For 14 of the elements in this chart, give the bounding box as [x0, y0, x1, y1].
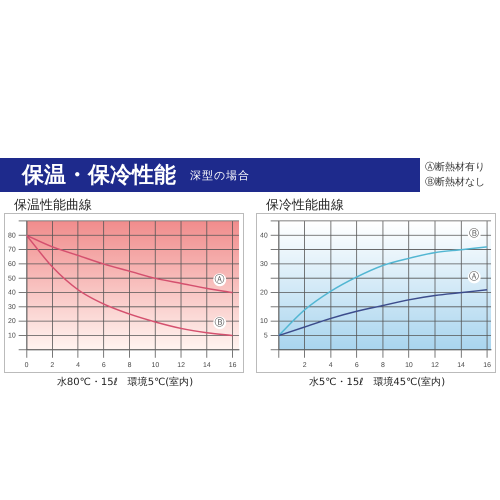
- line-series: [278, 246, 488, 336]
- series-label: Ⓑ: [214, 316, 225, 328]
- text: 保温・保冷性能: [22, 162, 176, 190]
- series-label: Ⓐ: [214, 273, 225, 286]
- chart-title: 保冷性能曲線: [266, 197, 345, 213]
- series-label: Ⓑ: [469, 228, 480, 240]
- text: 水80℃・15ℓ 環境5℃(室内): [56, 376, 194, 389]
- text: 水5℃・15ℓ 環境45℃(室内): [308, 376, 446, 389]
- line-series: [278, 289, 488, 336]
- text: Ⓐ断熱材有り: [425, 160, 485, 175]
- series-label: Ⓐ: [469, 270, 480, 283]
- text: 深型の場合: [190, 168, 250, 182]
- chart-title: 保温性能曲線: [14, 197, 93, 213]
- text: Ⓑ断熱材なし: [425, 176, 485, 190]
